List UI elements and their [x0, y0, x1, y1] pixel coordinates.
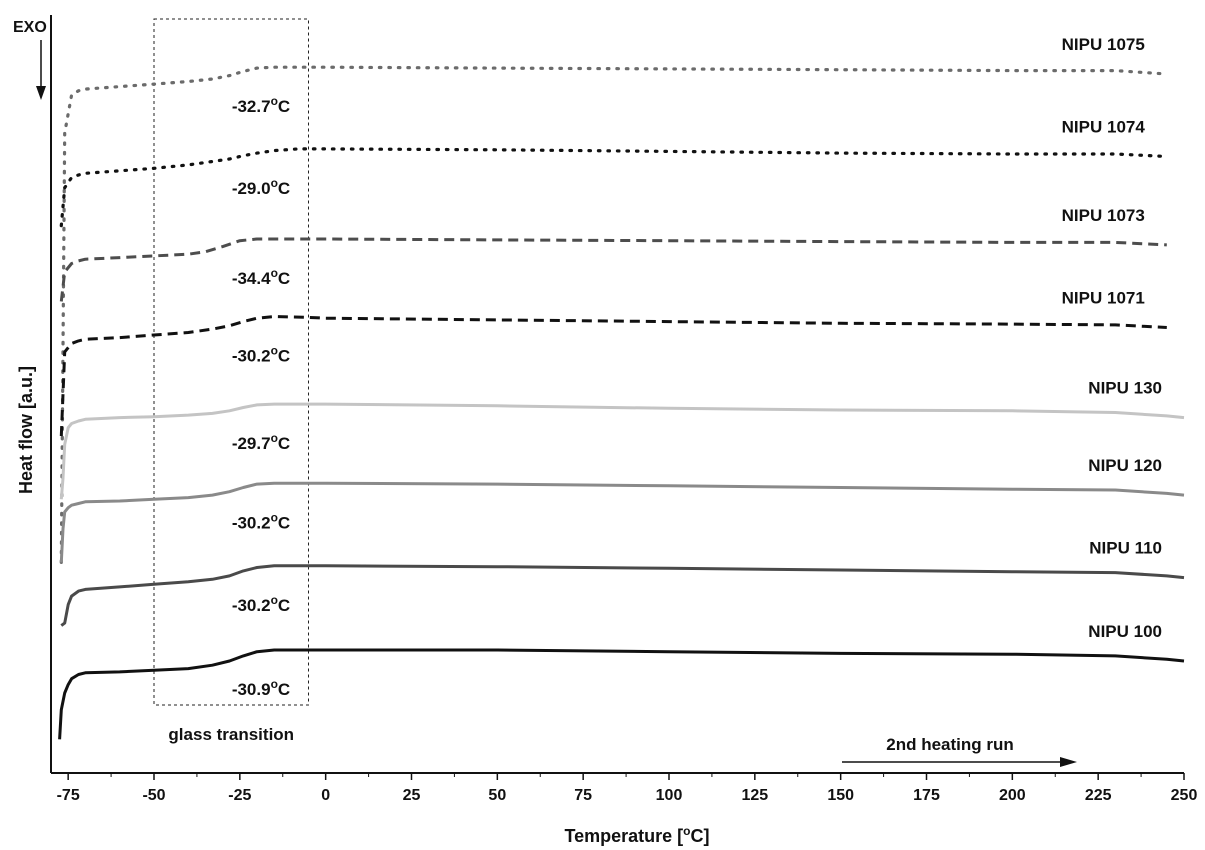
x-tick-label: 25 — [403, 787, 421, 804]
series-line — [58, 648, 1185, 740]
heating-run-label: 2nd heating run — [886, 735, 1014, 754]
x-tick-label: -50 — [142, 787, 165, 804]
x-axis-title: Temperature [oC] — [564, 824, 709, 846]
series-name-label: NIPU 100 — [1088, 622, 1162, 641]
series-line — [59, 147, 1169, 228]
x-tick-label: 150 — [827, 787, 854, 804]
x-tick-label: 0 — [321, 787, 330, 804]
series-group — [58, 65, 1185, 740]
series-line — [60, 564, 1185, 627]
x-tick-labels: -75 -50 -25 0 25 50 75 100 125 150 175 200 225 250 — [57, 787, 1198, 804]
tg-value-label: -30.2oC — [232, 593, 290, 615]
tg-value-label: -30.2oC — [232, 510, 290, 532]
exo-arrow-head — [36, 86, 46, 100]
y-axis-title: Heat flow [a.u.] — [16, 366, 36, 494]
tg-value-label: -30.2oC — [232, 344, 290, 366]
series-line — [59, 65, 1169, 564]
series-name-label: NIPU 1073 — [1062, 206, 1145, 225]
x-tick-label: 75 — [574, 787, 592, 804]
x-tick-label: 225 — [1085, 787, 1112, 804]
x-tick-label: 250 — [1171, 787, 1198, 804]
x-tick-label: 125 — [741, 787, 768, 804]
exo-label: EXO — [13, 19, 47, 36]
x-ticks — [67, 773, 1185, 780]
glass-transition-label: glass transition — [168, 725, 294, 744]
series-line — [59, 237, 1167, 302]
axes — [50, 15, 1184, 774]
x-tick-label: 200 — [999, 787, 1026, 804]
series-line — [59, 402, 1185, 500]
tg-value-label: -29.0oC — [232, 176, 290, 198]
x-tick-label: 100 — [656, 787, 683, 804]
heating-run-arrow-head — [1060, 757, 1077, 767]
series-name-label: NIPU 110 — [1089, 539, 1162, 558]
series-name-label: NIPU 1074 — [1062, 117, 1146, 136]
series-name-label: NIPU 120 — [1088, 456, 1162, 475]
series-labels: NIPU 1075 NIPU 1074 NIPU 1073 NIPU 1071 NIPU… — [1062, 35, 1162, 641]
x-tick-label: 175 — [913, 787, 940, 804]
tg-labels: -32.7oC -29.0oC -34.4oC -30.2oC -29.7oC -30.2… — [232, 94, 290, 699]
series-line — [59, 481, 1185, 563]
series-name-label: NIPU 1075 — [1062, 35, 1145, 54]
tg-value-label: -34.4oC — [232, 266, 290, 288]
tg-value-label: -29.7oC — [232, 431, 290, 453]
tg-value-label: -32.7oC — [232, 94, 290, 116]
x-tick-label: 50 — [488, 787, 506, 804]
x-tick-label: -75 — [57, 787, 80, 804]
series-name-label: NIPU 130 — [1088, 379, 1162, 398]
series-name-label: NIPU 1071 — [1062, 288, 1145, 307]
series-line — [59, 315, 1167, 437]
x-tick-label: -25 — [228, 787, 251, 804]
tg-value-label: -30.9oC — [232, 677, 290, 699]
glass-transition-region — [153, 18, 309, 706]
